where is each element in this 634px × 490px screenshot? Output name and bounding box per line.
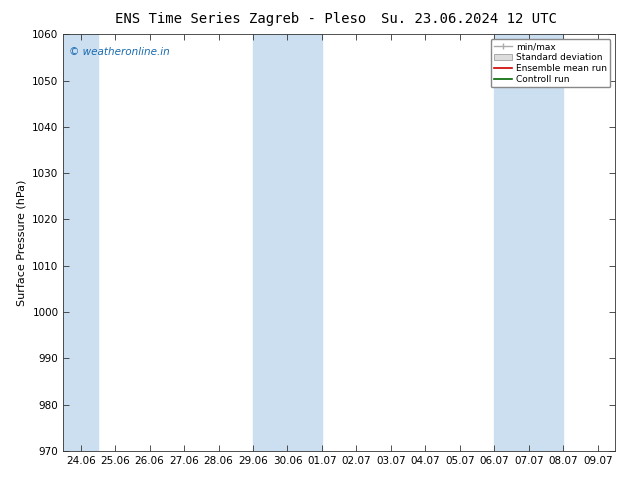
Text: Su. 23.06.2024 12 UTC: Su. 23.06.2024 12 UTC (381, 12, 557, 26)
Bar (253, 34, 322, 451)
Y-axis label: Surface Pressure (hPa): Surface Pressure (hPa) (16, 179, 27, 306)
Bar (495, 34, 563, 451)
Text: © weatheronline.in: © weatheronline.in (69, 47, 170, 57)
Legend: min/max, Standard deviation, Ensemble mean run, Controll run: min/max, Standard deviation, Ensemble me… (491, 39, 611, 87)
Bar (63, 34, 98, 451)
Text: ENS Time Series Zagreb - Pleso: ENS Time Series Zagreb - Pleso (115, 12, 366, 26)
